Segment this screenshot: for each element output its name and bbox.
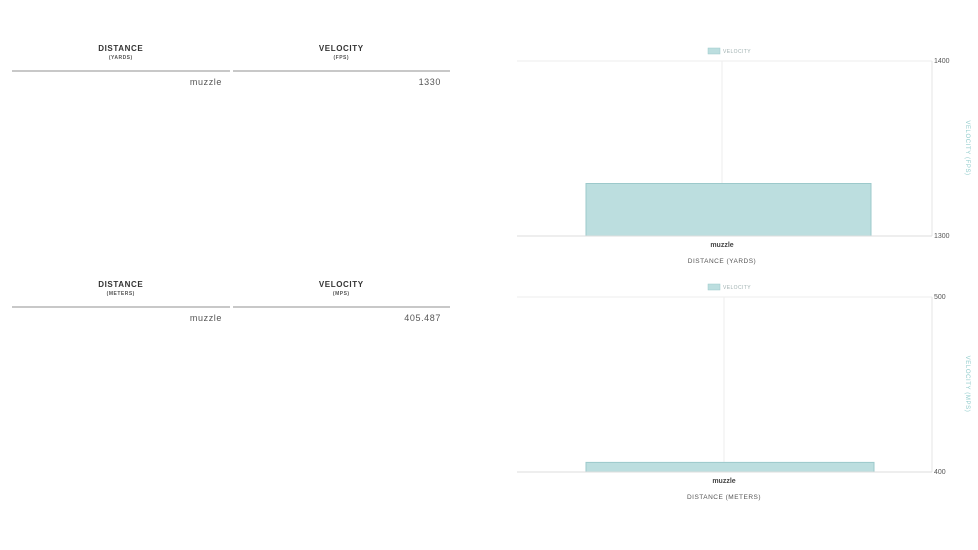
column-header-distance[interactable]: DISTANCE (YARDS) — [12, 41, 230, 72]
cell-velocity: 1330 — [418, 77, 441, 87]
x-tick-muzzle: muzzle — [712, 478, 735, 485]
y-axis-title: VELOCITY (FPS) — [964, 120, 970, 175]
legend-swatch — [707, 47, 721, 55]
y-tick-bottom: 1300 — [934, 233, 950, 240]
legend-swatch — [707, 283, 721, 291]
table-row: muzzle 405.487 — [12, 308, 450, 323]
chart-legend[interactable]: VELOCITY — [707, 283, 751, 291]
x-axis-title: DISTANCE (YARDS) — [688, 258, 756, 265]
chart-svg: VELOCITY 500 400 muzzle DISTANCE (METERS… — [517, 283, 970, 501]
table-row: muzzle 1330 — [12, 72, 450, 87]
bar-muzzle[interactable] — [585, 461, 875, 473]
column-header-distance[interactable]: DISTANCE (METERS) — [12, 277, 230, 308]
y-tick-bottom: 400 — [934, 469, 946, 476]
chart-legend[interactable]: VELOCITY — [707, 47, 751, 55]
table-header: DISTANCE (YARDS) VELOCITY (FPS) — [12, 41, 450, 72]
chart-svg: VELOCITY 1400 1300 muzzle DISTANCE (YARD… — [517, 47, 970, 265]
velocity-table-yards: DISTANCE (YARDS) VELOCITY (FPS) muzzle 1… — [12, 41, 450, 87]
y-tick-top: 500 — [934, 294, 946, 301]
legend-label: VELOCITY — [723, 49, 751, 55]
x-axis-title: DISTANCE (METERS) — [687, 494, 761, 501]
legend-label: VELOCITY — [723, 285, 751, 291]
velocity-chart-meters: VELOCITY 500 400 muzzle DISTANCE (METERS… — [505, 276, 978, 516]
x-tick-muzzle: muzzle — [710, 242, 733, 249]
column-header-velocity[interactable]: VELOCITY (MPS) — [232, 277, 450, 308]
cell-distance: muzzle — [189, 313, 222, 323]
velocity-table-meters: DISTANCE (METERS) VELOCITY (MPS) muzzle … — [12, 277, 450, 323]
cell-velocity: 405.487 — [404, 313, 441, 323]
table-header: DISTANCE (METERS) VELOCITY (MPS) — [12, 277, 450, 308]
column-header-velocity[interactable]: VELOCITY (FPS) — [232, 41, 450, 72]
velocity-chart-yards: VELOCITY 1400 1300 muzzle DISTANCE (YARD… — [505, 40, 978, 280]
y-axis-title: VELOCITY (MPS) — [964, 356, 970, 413]
bar-muzzle[interactable] — [585, 183, 872, 237]
y-tick-top: 1400 — [934, 58, 950, 65]
cell-distance: muzzle — [189, 77, 222, 87]
